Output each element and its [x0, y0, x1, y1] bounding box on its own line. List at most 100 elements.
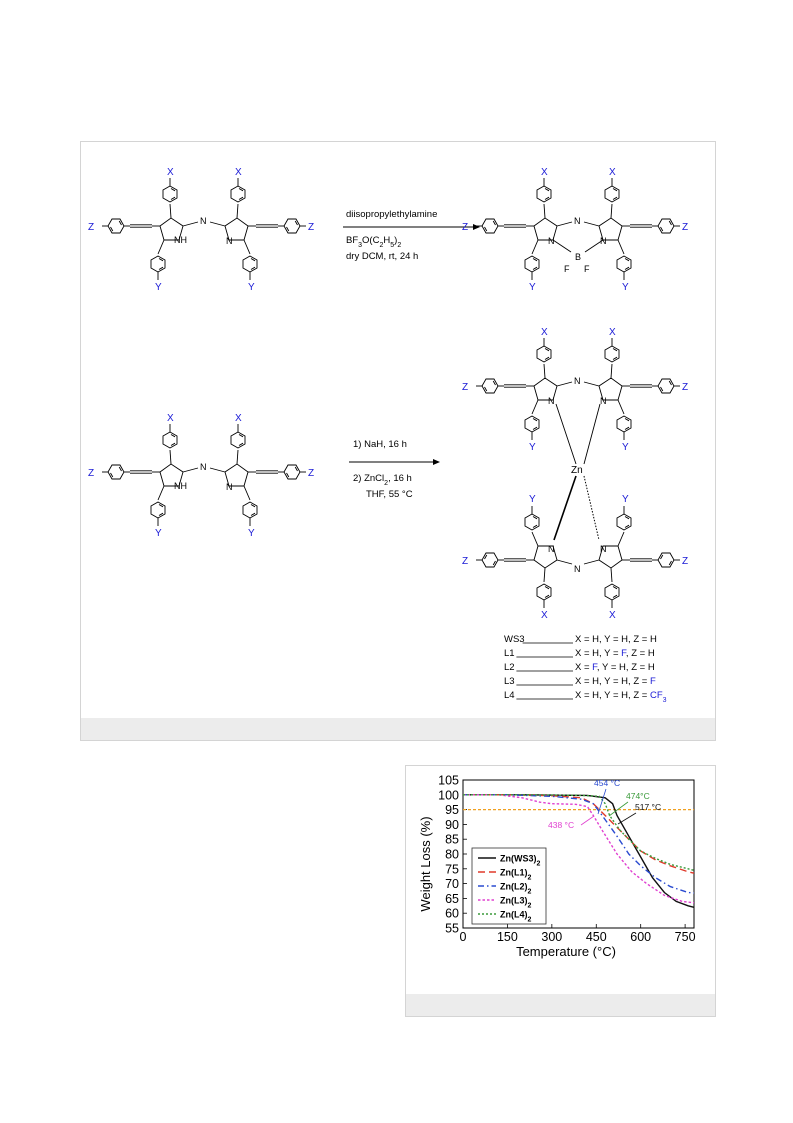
y-tick-label: 105: [438, 774, 459, 788]
label-z: Z: [682, 382, 688, 393]
ligand-row: WS3: [504, 634, 525, 645]
label-x: X: [541, 610, 548, 621]
label-x: X: [541, 327, 548, 338]
ligand-row: L4: [504, 690, 515, 701]
label-b: B: [575, 252, 581, 262]
label-x: X: [609, 327, 616, 338]
label-n: N: [200, 216, 207, 226]
label-n: N: [548, 544, 555, 554]
y-tick-label: 70: [445, 877, 459, 891]
label-y: Y: [155, 282, 162, 293]
label-n: N: [226, 482, 233, 492]
label-n: N: [574, 564, 581, 574]
reagent-3: dry DCM, rt, 24 h: [346, 251, 418, 262]
y-tick-label: 90: [445, 818, 459, 832]
reactant-2-structure: X X Y Y Z Z N NH N: [88, 413, 314, 539]
reagent-1: diisopropylethylamine: [346, 209, 437, 220]
annotation-label: 517 °C: [635, 802, 661, 812]
x-tick-label: 150: [497, 930, 518, 944]
label-x: X: [235, 413, 242, 424]
label-n: N: [548, 236, 555, 246]
y-tick-label: 85: [445, 833, 459, 847]
label-z: Z: [682, 556, 688, 567]
label-z: Z: [308, 222, 314, 233]
ligand-substituent-table: WS3 X = H, Y = H, Z = H L1 X = H, Y = F, Z …: [504, 634, 667, 704]
label-nh: NH: [174, 481, 187, 491]
series-line: [463, 794, 695, 904]
label-z: Z: [88, 222, 94, 233]
label-z: Z: [462, 556, 468, 567]
x-tick-label: 0: [460, 930, 467, 944]
chart-legend: Zn(WS3)2Zn(L1)2Zn(L2)2Zn(L3)2Zn(L4)2: [471, 847, 547, 925]
label-x: X: [541, 167, 548, 178]
label-x: X: [235, 167, 242, 178]
reaction-scheme: X X Y Y Z Z N NH N diisopropylethylamine…: [88, 167, 688, 704]
tga-chart-panel: 55 60 65 70 75 80 85 90 95 100 105 0 150 300 450 600 750…: [405, 765, 716, 1017]
label-n: N: [600, 396, 607, 406]
reaction-scheme-panel: X X Y Y Z Z N NH N diisopropylethylamine…: [80, 141, 716, 741]
label-nh: NH: [174, 235, 187, 245]
series-line: [463, 794, 695, 871]
ligand-row: L1: [504, 648, 515, 659]
label-n: N: [574, 376, 581, 386]
annotation-label: 474°C: [626, 791, 650, 801]
label-n: N: [600, 236, 607, 246]
label-z: Z: [462, 222, 468, 233]
label-y: Y: [248, 528, 255, 539]
y-tick-label: 75: [445, 862, 459, 876]
legend-entry: Zn(L3)2: [500, 896, 532, 910]
y-tick-label: 100: [438, 788, 459, 802]
annotation-label: 454 °C: [594, 778, 620, 788]
condition-step-3: THF, 55 °C: [366, 489, 413, 500]
bodipy-product-structure: X X Y Y Z Z N N N B F F: [462, 167, 688, 293]
y-tick-label: 65: [445, 892, 459, 906]
label-y: Y: [529, 282, 536, 293]
zinc-complex-structure: X X Y Y Z Z N N N X X Y Y Z Z N N: [462, 327, 688, 621]
scheme-caption-bar: [81, 718, 715, 740]
svg-text:X = H, Y = H, Z = CF3: X = H, Y = H, Z = CF3: [575, 690, 667, 704]
label-y: Y: [248, 282, 255, 293]
y-tick-label: 95: [445, 803, 459, 817]
chart-series-lines: [463, 794, 695, 908]
label-n: N: [200, 462, 207, 472]
label-x: X: [167, 413, 174, 424]
ligand-row: L3: [504, 676, 515, 687]
label-zn: Zn: [571, 465, 583, 476]
label-z: Z: [682, 222, 688, 233]
condition-step-2: 2) ZnCl2, 16 h: [353, 473, 412, 487]
svg-text:X = H, Y = H, Z = H: X = H, Y = H, Z = H: [575, 634, 657, 645]
x-tick-label: 300: [541, 930, 562, 944]
chart-caption-bar: [406, 994, 715, 1016]
label-y: Y: [529, 494, 536, 505]
label-y: Y: [529, 442, 536, 453]
legend-entry: Zn(L2)2: [500, 882, 532, 896]
label-y: Y: [622, 442, 629, 453]
label-x: X: [609, 167, 616, 178]
label-y: Y: [155, 528, 162, 539]
label-n: N: [600, 544, 607, 554]
reagent-2: BF3O(C2H5)2: [346, 235, 401, 249]
label-y: Y: [622, 494, 629, 505]
label-z: Z: [308, 468, 314, 479]
legend-entry: Zn(L1)2: [500, 868, 532, 882]
legend-entry: Zn(L4)2: [500, 910, 532, 924]
label-f: F: [564, 264, 570, 274]
label-y: Y: [622, 282, 629, 293]
x-axis-label: Temperature (°C): [516, 944, 616, 959]
x-tick-label: 750: [675, 930, 696, 944]
condition-step-1: 1) NaH, 16 h: [353, 439, 407, 450]
series-line: [463, 794, 695, 894]
label-f: F: [584, 264, 590, 274]
label-x: X: [609, 610, 616, 621]
label-x: X: [167, 167, 174, 178]
y-tick-label: 55: [445, 922, 459, 936]
annotation-label: 438 °C: [548, 820, 574, 830]
legend-entry: Zn(WS3)2: [500, 854, 541, 868]
svg-text:X = H, Y = H, Z = F: X = H, Y = H, Z = F: [575, 676, 656, 687]
y-tick-label: 60: [445, 907, 459, 921]
x-tick-label: 450: [586, 930, 607, 944]
label-z: Z: [88, 468, 94, 479]
label-z: Z: [462, 382, 468, 393]
